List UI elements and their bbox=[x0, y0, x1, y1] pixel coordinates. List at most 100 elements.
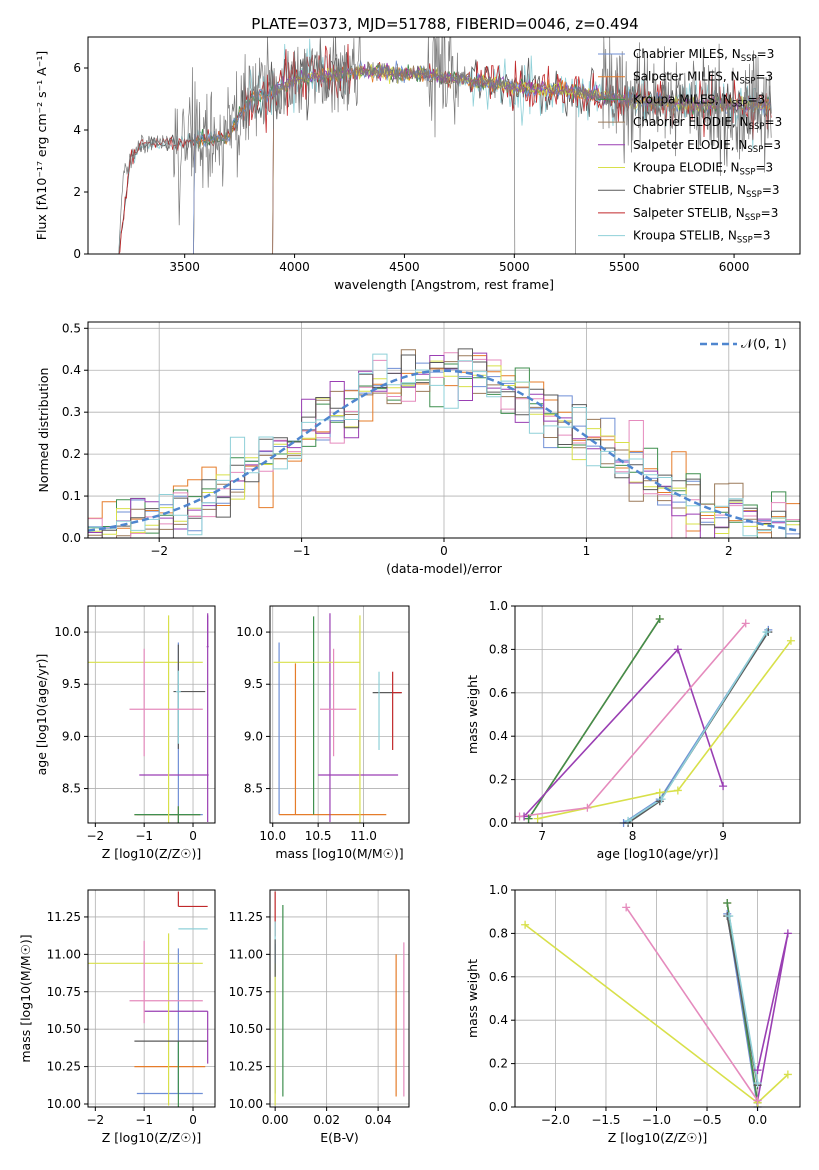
y-tick-label: 8.5 bbox=[62, 782, 81, 796]
x-tick-label: 7 bbox=[538, 829, 546, 843]
legend-label: Chabrier STELIB, NSSP=3 bbox=[633, 183, 780, 200]
axes-frame bbox=[87, 36, 801, 255]
legend-label: Kroupa ELODIE, NSSP=3 bbox=[633, 161, 773, 178]
x-axis-label: age [log10(age/yr)] bbox=[597, 846, 719, 861]
y-axis-label: mass weight bbox=[465, 675, 480, 754]
weight-marker bbox=[762, 628, 771, 637]
x-axis-label: E(B-V) bbox=[320, 1130, 359, 1145]
y-tick-label: 0.3 bbox=[62, 405, 81, 419]
x-tick-label: 4000 bbox=[279, 260, 310, 274]
plot-area bbox=[273, 613, 402, 823]
axes-frame bbox=[87, 605, 216, 824]
x-tick-label: −1 bbox=[293, 544, 311, 558]
legend-label: Chabrier ELODIE, NSSP=3 bbox=[633, 115, 782, 132]
weight-line bbox=[537, 640, 792, 820]
weight-marker bbox=[583, 803, 592, 812]
weight-marker bbox=[753, 1079, 762, 1088]
weight-line bbox=[527, 618, 661, 820]
x-tick-label: 0 bbox=[189, 1113, 197, 1127]
x-tick-label: 11.0 bbox=[350, 829, 377, 843]
y-tick-label: 0.0 bbox=[489, 816, 508, 830]
x-tick-label: 3500 bbox=[169, 260, 200, 274]
weight-line bbox=[756, 933, 789, 1101]
weight-marker bbox=[515, 812, 524, 821]
panel-mass-ebv: 0.00 0.02 0.04 10.00 10.25 10.50 10.75 11.00 11.… bbox=[229, 889, 410, 1145]
y-tick-label: 0.4 bbox=[62, 363, 81, 377]
y-tick-label: 11.25 bbox=[229, 910, 263, 924]
plot-area bbox=[88, 348, 800, 538]
panel-mass-Z: −2 −1 0 10.00 10.25 10.50 10.75 11.00 11.25 Z [lo… bbox=[18, 889, 216, 1145]
figure-title: PLATE=0373, MJD=51788, FIBERID=0046, z=0… bbox=[251, 15, 638, 33]
weight-line bbox=[728, 915, 759, 1084]
y-tick-label: 10.0 bbox=[236, 625, 263, 639]
weight-line bbox=[627, 631, 768, 822]
y-tick-label: 4 bbox=[73, 123, 81, 137]
weight-marker bbox=[719, 782, 728, 791]
legend-label: Chabrier MILES, NSSP=3 bbox=[633, 47, 774, 64]
x-tick-label: 0.00 bbox=[262, 1113, 289, 1127]
y-tick-label: 10.25 bbox=[229, 1060, 263, 1074]
y-tick-label: 11.25 bbox=[47, 910, 81, 924]
legend-label: Kroupa STELIB, NSSP=3 bbox=[633, 229, 771, 246]
weight-marker bbox=[786, 636, 795, 645]
x-tick-label: −1.0 bbox=[642, 1113, 671, 1127]
y-tick-label: 0.8 bbox=[489, 642, 508, 656]
y-axis-label: mass [log10(M/M☉)] bbox=[18, 934, 33, 1062]
weight-marker bbox=[533, 814, 542, 823]
panel-residuals: 𝒩(0, 1) −2 −1 0 1 2 0.0 0.1 0.2 0.3 0.4 0.5 (data-mo… bbox=[36, 321, 801, 576]
y-tick-label: 6 bbox=[73, 61, 81, 75]
weight-marker bbox=[783, 1070, 792, 1079]
x-tick-label: −1 bbox=[135, 829, 153, 843]
weight-marker bbox=[741, 619, 750, 628]
plot-area bbox=[88, 613, 209, 823]
y-tick-label: 0.5 bbox=[62, 321, 81, 335]
y-tick-label: 9.5 bbox=[244, 677, 263, 691]
y-tick-label: 10.00 bbox=[47, 1097, 81, 1111]
axes-frame bbox=[269, 889, 410, 1108]
x-tick-label: 5500 bbox=[609, 260, 640, 274]
y-tick-label: 0.2 bbox=[489, 1057, 508, 1071]
y-tick-label: 11.00 bbox=[229, 947, 263, 961]
x-axis-label: wavelength [Angstrom, rest frame] bbox=[334, 277, 554, 292]
plot-area bbox=[118, 37, 772, 254]
panel-spectrum: Chabrier MILES, NSSP=3 Salpeter MILES, NS… bbox=[34, 36, 801, 292]
weight-marker bbox=[723, 899, 732, 908]
x-tick-label: 1 bbox=[583, 544, 591, 558]
weight-marker bbox=[524, 814, 533, 823]
y-tick-label: 0.8 bbox=[489, 926, 508, 940]
weight-marker bbox=[725, 912, 734, 921]
weight-marker bbox=[673, 645, 682, 654]
weight-marker bbox=[753, 1096, 762, 1105]
y-tick-label: 10.0 bbox=[54, 625, 81, 639]
plot-area bbox=[274, 891, 405, 1106]
plot-area bbox=[524, 902, 789, 1107]
y-tick-label: 0.0 bbox=[62, 531, 81, 545]
spectrum-data-line bbox=[118, 37, 772, 254]
y-tick-label: 10.50 bbox=[47, 1022, 81, 1036]
x-tick-label: 0 bbox=[189, 829, 197, 843]
x-tick-label: 2 bbox=[725, 544, 733, 558]
panel-weight-Z: −2.0 −1.5 −1.0 −0.5 0.0 0.0 0.2 0.4 0.6 0.8 1.0 Z [… bbox=[465, 883, 801, 1145]
y-axis-label: Flux [fλ10⁻¹⁷ erg cm⁻² s⁻¹ A⁻¹] bbox=[34, 51, 49, 240]
x-axis-label: Z [log10(Z/Z☉)] bbox=[102, 1130, 202, 1145]
x-tick-label: 10.5 bbox=[305, 829, 332, 843]
axes-frame bbox=[87, 889, 216, 1108]
x-tick-label: 10.0 bbox=[259, 829, 286, 843]
y-axis-label: Normed distribution bbox=[36, 368, 51, 493]
legend-label: Salpeter ELODIE, NSSP=3 bbox=[633, 138, 781, 155]
plot-area bbox=[88, 891, 209, 1107]
y-tick-label: 9.5 bbox=[62, 677, 81, 691]
x-tick-label: 6000 bbox=[719, 260, 750, 274]
x-tick-label: −1 bbox=[135, 1113, 153, 1127]
legend-label: Salpeter MILES, NSSP=3 bbox=[633, 70, 773, 87]
y-tick-label: 10.00 bbox=[229, 1097, 263, 1111]
y-tick-label: 0.2 bbox=[489, 773, 508, 787]
x-tick-label: 0.04 bbox=[365, 1113, 392, 1127]
y-tick-label: 9.0 bbox=[244, 729, 263, 743]
y-tick-label: 11.00 bbox=[47, 947, 81, 961]
axes-frame bbox=[514, 889, 801, 1108]
y-axis-label: age [log10(age/yr)] bbox=[34, 654, 49, 776]
x-tick-label: 4500 bbox=[389, 260, 420, 274]
axes-frame bbox=[514, 605, 801, 824]
panel-weight-age: 7 8 9 0.0 0.2 0.4 0.6 0.8 1.0 age [log10(age/yr)]… bbox=[465, 599, 801, 861]
